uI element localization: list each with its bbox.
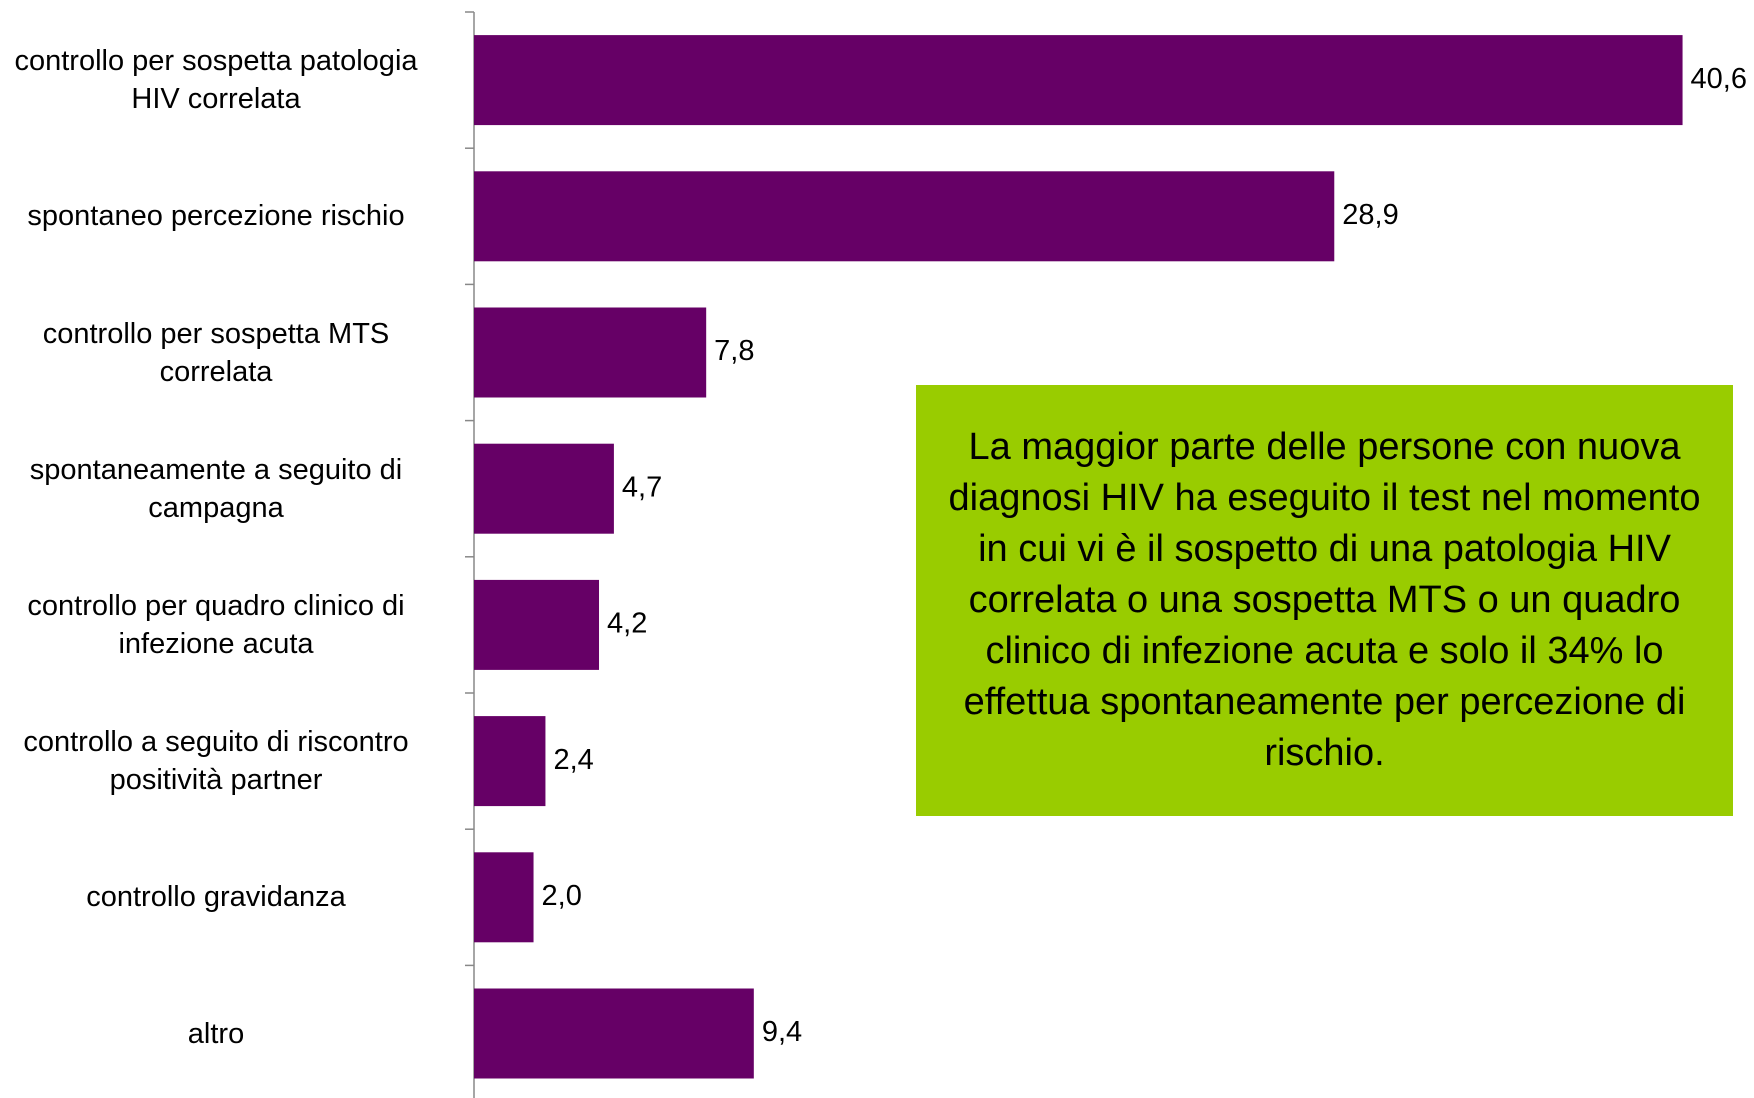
bar: [474, 443, 614, 534]
bar: [474, 852, 534, 943]
category-label: altro: [187, 1017, 245, 1050]
value-label: 2,0: [542, 880, 582, 912]
category-label: controllo a seguito di riscontro positiv…: [23, 726, 409, 797]
value-label: 4,2: [607, 608, 647, 640]
value-label: 2,4: [553, 744, 593, 776]
category-label: controllo per quadro clinico di infezion…: [27, 589, 405, 660]
category-label: spontaneamente a seguito di campagna: [29, 453, 403, 524]
bar: [474, 35, 1683, 126]
bar: [474, 171, 1335, 262]
category-label: spontaneo percezione rischio: [27, 200, 405, 233]
bar: [474, 716, 546, 807]
value-label: 40,6: [1691, 63, 1747, 95]
value-label: 9,4: [762, 1016, 802, 1048]
annotation: La maggior parte delle persone con nuova…: [916, 385, 1733, 816]
category-label: controllo gravidanza: [86, 881, 346, 914]
value-label: 7,8: [714, 335, 754, 367]
value-label: 28,9: [1342, 199, 1398, 231]
value-label: 4,7: [622, 471, 662, 503]
category-label: controllo per sospetta patologia HIV cor…: [14, 45, 418, 116]
bar: [474, 307, 707, 398]
bar: [474, 579, 600, 670]
category-label: controllo per sospetta MTS correlata: [42, 317, 390, 388]
bar: [474, 988, 754, 1079]
